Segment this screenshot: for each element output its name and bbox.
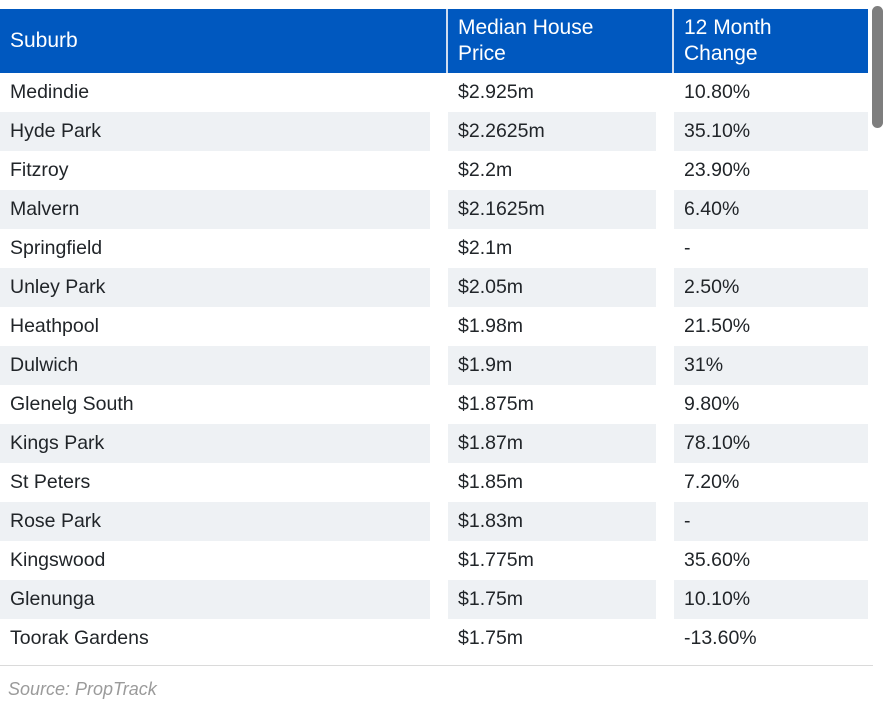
suburb-cell: Fitzroy bbox=[0, 151, 446, 190]
suburb-cell: St Peters bbox=[0, 463, 446, 502]
suburb-cell: Heathpool bbox=[0, 307, 446, 346]
table-row: Springfield $2.1m - bbox=[0, 229, 868, 268]
change-cell: 35.60% bbox=[672, 541, 868, 580]
price-cell: $1.98m bbox=[446, 307, 672, 346]
price-cell: $2.1625m bbox=[446, 190, 672, 229]
footer-divider bbox=[0, 665, 873, 666]
change-cell: 9.80% bbox=[672, 385, 868, 424]
table-row: Kings Park $1.87m 78.10% bbox=[0, 424, 868, 463]
table-row: Dulwich $1.9m 31% bbox=[0, 346, 868, 385]
table-row: Glenunga $1.75m 10.10% bbox=[0, 580, 868, 619]
suburb-cell: Glenelg South bbox=[0, 385, 446, 424]
price-cell: $1.75m bbox=[446, 580, 672, 619]
table-row: Unley Park $2.05m 2.50% bbox=[0, 268, 868, 307]
table-row: Fitzroy $2.2m 23.90% bbox=[0, 151, 868, 190]
table-row: Glenelg South $1.875m 9.80% bbox=[0, 385, 868, 424]
change-cell: 31% bbox=[672, 346, 868, 385]
change-cell: -13.60% bbox=[672, 619, 868, 658]
change-cell: 78.10% bbox=[672, 424, 868, 463]
price-cell: $2.2625m bbox=[446, 112, 672, 151]
suburb-cell: Kingswood bbox=[0, 541, 446, 580]
table-row: St Peters $1.85m 7.20% bbox=[0, 463, 868, 502]
suburb-cell: Medindie bbox=[0, 73, 446, 112]
price-cell: $2.2m bbox=[446, 151, 672, 190]
change-cell: 2.50% bbox=[672, 268, 868, 307]
price-cell: $1.83m bbox=[446, 502, 672, 541]
suburb-cell: Unley Park bbox=[0, 268, 446, 307]
suburb-cell: Hyde Park bbox=[0, 112, 446, 151]
table-row: Rose Park $1.83m - bbox=[0, 502, 868, 541]
table-header: Suburb Median House Price 12 Month Chang… bbox=[0, 9, 868, 73]
price-cell: $2.925m bbox=[446, 73, 672, 112]
suburb-cell: Springfield bbox=[0, 229, 446, 268]
change-cell: - bbox=[672, 229, 868, 268]
price-cell: $1.85m bbox=[446, 463, 672, 502]
table-row: Malvern $2.1625m 6.40% bbox=[0, 190, 868, 229]
table-row: Hyde Park $2.2625m 35.10% bbox=[0, 112, 868, 151]
suburb-cell: Toorak Gardens bbox=[0, 619, 446, 658]
change-cell: - bbox=[672, 502, 868, 541]
table-row: Heathpool $1.98m 21.50% bbox=[0, 307, 868, 346]
suburb-cell: Kings Park bbox=[0, 424, 446, 463]
change-cell: 21.50% bbox=[672, 307, 868, 346]
table-row: Medindie $2.925m 10.80% bbox=[0, 73, 868, 112]
table-body: Medindie $2.925m 10.80% Hyde Park $2.2625m 35… bbox=[0, 73, 868, 658]
suburb-price-table: Suburb Median House Price 12 Month Chang… bbox=[0, 9, 868, 658]
change-cell: 6.40% bbox=[672, 190, 868, 229]
source-attribution: Source: PropTrack bbox=[8, 679, 157, 699]
price-cell: $1.75m bbox=[446, 619, 672, 658]
column-header-median-house-price: Median House Price bbox=[446, 9, 672, 73]
suburb-cell: Dulwich bbox=[0, 346, 446, 385]
vertical-scrollbar-thumb[interactable] bbox=[872, 6, 883, 128]
column-header-12-month-change: 12 Month Change bbox=[672, 9, 868, 73]
change-cell: 10.10% bbox=[672, 580, 868, 619]
change-cell: 7.20% bbox=[672, 463, 868, 502]
header-row: Suburb Median House Price 12 Month Chang… bbox=[0, 9, 868, 73]
price-cell: $1.775m bbox=[446, 541, 672, 580]
price-cell: $2.05m bbox=[446, 268, 672, 307]
price-cell: $2.1m bbox=[446, 229, 672, 268]
price-cell: $1.875m bbox=[446, 385, 672, 424]
suburb-cell: Glenunga bbox=[0, 580, 446, 619]
table-row: Kingswood $1.775m 35.60% bbox=[0, 541, 868, 580]
table-row: Toorak Gardens $1.75m -13.60% bbox=[0, 619, 868, 658]
price-cell: $1.9m bbox=[446, 346, 672, 385]
column-header-suburb: Suburb bbox=[0, 9, 446, 73]
price-cell: $1.87m bbox=[446, 424, 672, 463]
suburb-cell: Malvern bbox=[0, 190, 446, 229]
suburb-cell: Rose Park bbox=[0, 502, 446, 541]
change-cell: 35.10% bbox=[672, 112, 868, 151]
change-cell: 23.90% bbox=[672, 151, 868, 190]
change-cell: 10.80% bbox=[672, 73, 868, 112]
